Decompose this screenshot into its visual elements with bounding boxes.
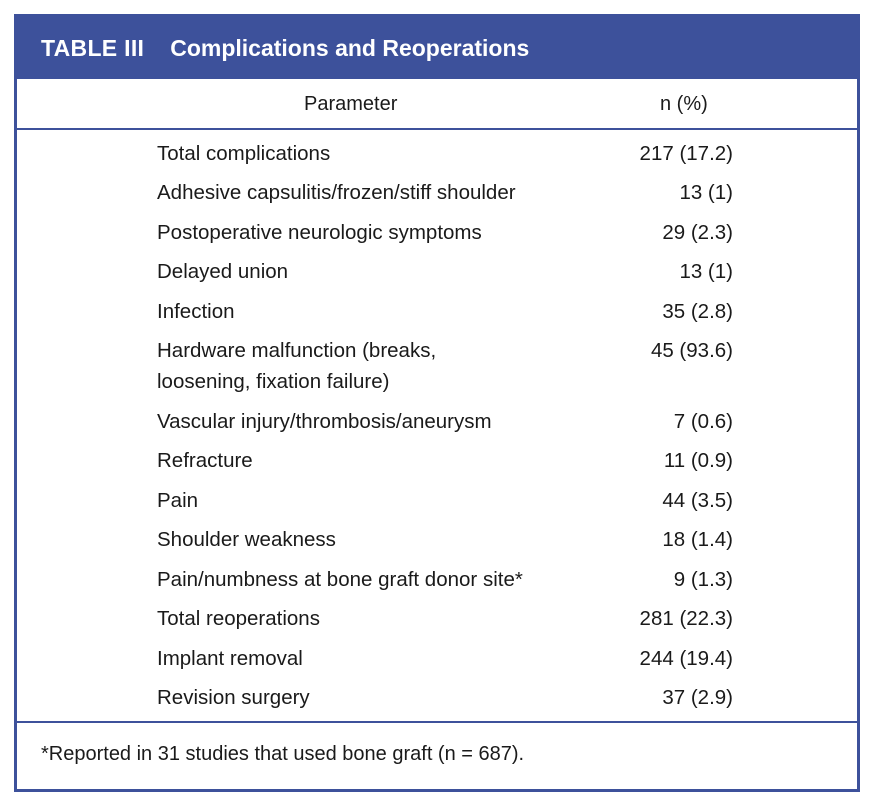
complications-table: TABLE III Complications and Reoperations… — [14, 14, 860, 792]
row-parameter: Shoulder weakness — [157, 528, 336, 551]
row-value: 44 (3.5) — [662, 489, 733, 512]
row-parameter: Adhesive capsulitis/frozen/stiff shoulde… — [157, 181, 516, 204]
row-parameter: Refracture — [157, 449, 253, 472]
row-parameter: Pain/numbness at bone graft donor site* — [157, 568, 523, 591]
row-parameter: Vascular injury/thrombosis/aneurysm — [157, 410, 492, 433]
table-footnote: *Reported in 31 studies that used bone g… — [41, 743, 525, 765]
row-parameter: Delayed union — [157, 260, 289, 283]
table-number: TABLE III — [41, 34, 145, 61]
table-body: Total complications 217 (17.2) Adhesive … — [17, 130, 857, 723]
row-value: 13 (1) — [679, 181, 733, 204]
row-value: 18 (1.4) — [662, 528, 733, 551]
row-parameter: Hardware malfunction (breaks, loosening,… — [157, 339, 437, 393]
row-value: 7 (0.6) — [673, 410, 733, 433]
column-header-parameter: Parameter — [304, 93, 398, 115]
table-title-bar: TABLE III Complications and Reoperations — [17, 17, 857, 79]
row-parameter: Infection — [157, 300, 235, 323]
row-value: 9 (1.3) — [673, 568, 733, 591]
table-header-row: Parameter n (%) — [17, 79, 857, 130]
row-value: 13 (1) — [679, 260, 733, 283]
row-parameter: Postoperative neurologic symptoms — [157, 221, 482, 244]
row-value: 45 (93.6) — [650, 339, 733, 362]
row-parameter: Total reoperations — [157, 607, 320, 630]
row-value: 281 (22.3) — [639, 607, 733, 630]
row-value: 217 (17.2) — [639, 142, 733, 165]
row-parameter: Pain — [157, 489, 199, 512]
row-value: 29 (2.3) — [662, 221, 733, 244]
row-value: 37 (2.9) — [662, 686, 733, 709]
row-parameter: Implant removal — [157, 647, 303, 670]
row-value: 35 (2.8) — [662, 300, 733, 323]
column-header-value: n (%) — [660, 93, 708, 115]
row-parameter: Total complications — [157, 142, 331, 165]
table-title: Complications and Reoperations — [170, 34, 530, 61]
row-value: 11 (0.9) — [663, 449, 733, 472]
row-parameter: Revision surgery — [157, 686, 310, 709]
row-value: 244 (19.4) — [639, 647, 733, 670]
